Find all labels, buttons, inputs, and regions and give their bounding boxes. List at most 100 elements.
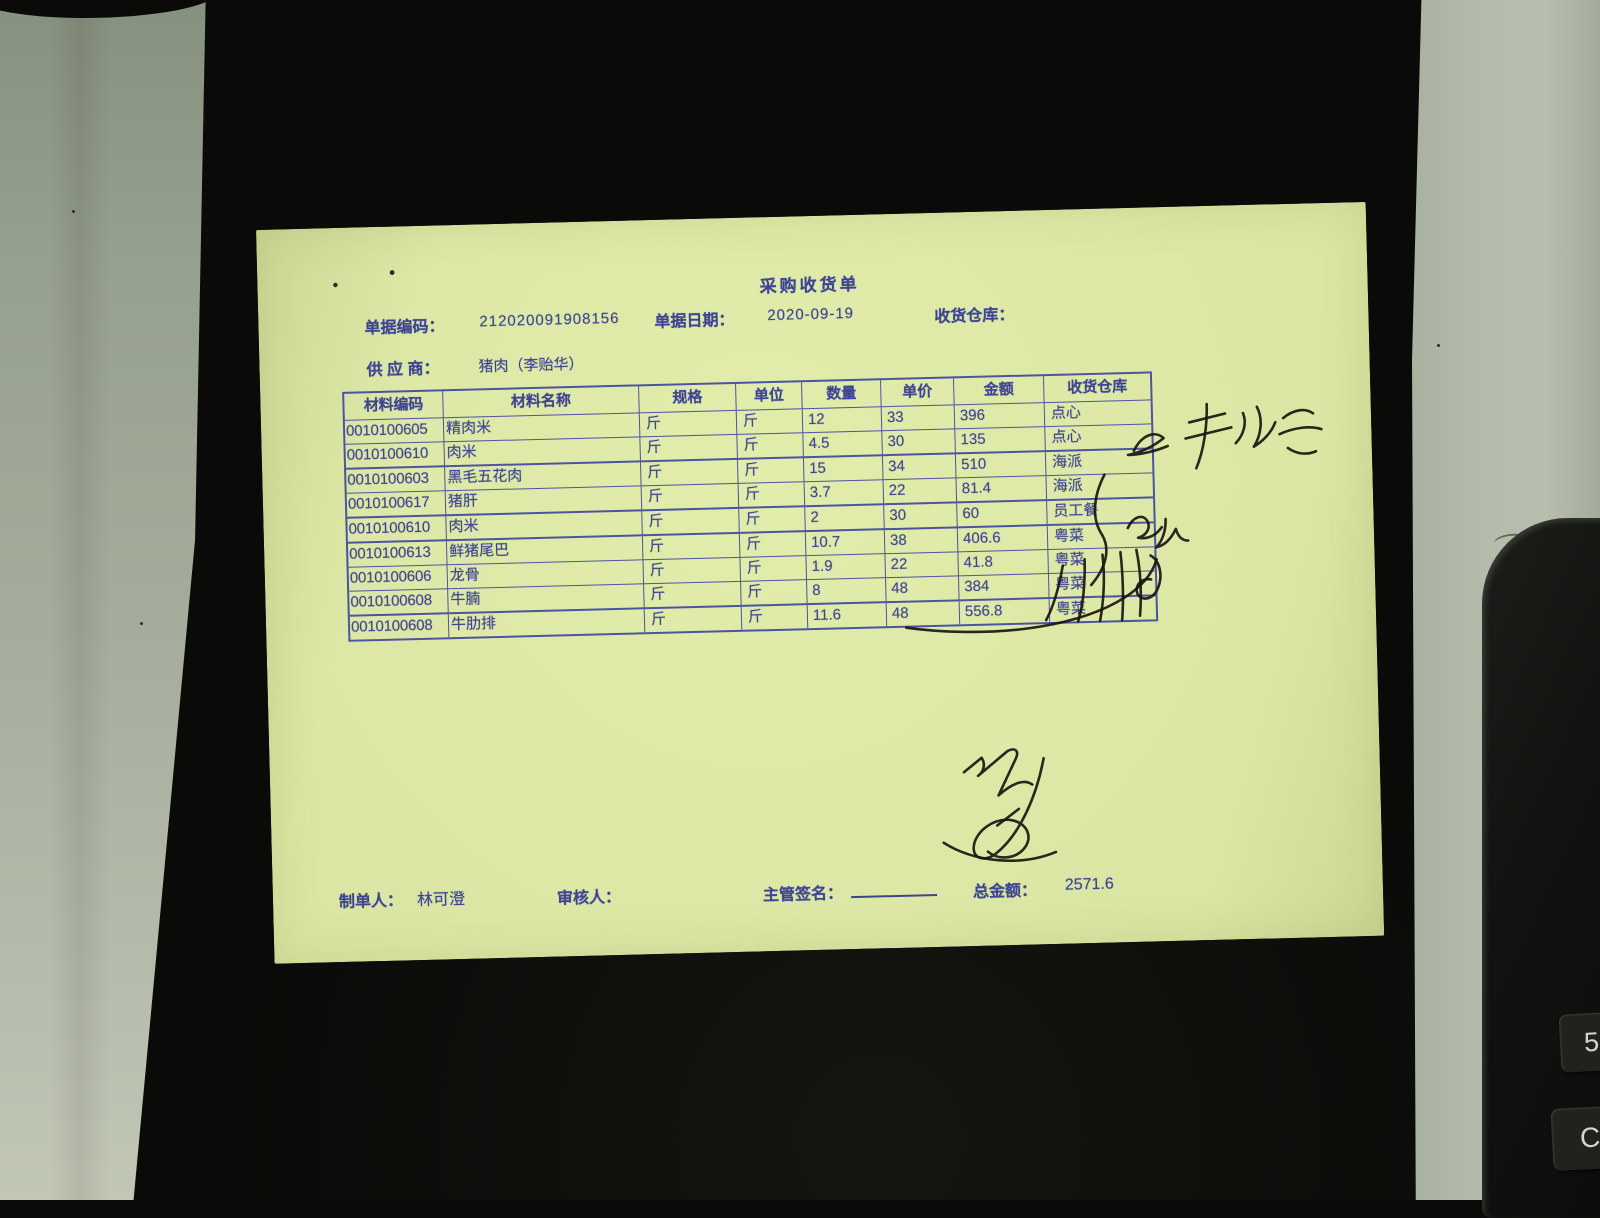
dust-speck <box>1482 790 1485 793</box>
table-cell: 33 <box>881 405 956 432</box>
handwritten-signature-main <box>942 748 1058 862</box>
table-cell: 斤 <box>741 605 809 630</box>
table-cell: 点心 <box>1045 424 1152 453</box>
table-cell: 斤 <box>643 557 742 585</box>
table-cell: 384 <box>958 574 1050 602</box>
table-cell: 81.4 <box>956 476 1048 504</box>
receipt-title: 采购收货单 <box>759 274 860 297</box>
table-cell: 斤 <box>642 508 740 537</box>
table-cell: 34 <box>882 454 957 481</box>
table-header-cell: 材料编码 <box>344 391 444 421</box>
table-cell: 斤 <box>644 606 743 633</box>
table-cell: 斤 <box>738 482 806 509</box>
table-cell: 38 <box>884 528 959 555</box>
table-cell: 斤 <box>741 580 808 607</box>
table-header-cell: 数量 <box>802 380 882 410</box>
table-cell: 斤 <box>737 458 805 484</box>
table-cell: 48 <box>886 601 961 627</box>
table-cell: 斤 <box>740 556 808 582</box>
dust-speck <box>1437 344 1440 347</box>
table-cell: 0010100613 <box>347 541 448 568</box>
table-cell: 海派 <box>1046 473 1154 502</box>
table-surface-left <box>0 0 206 1200</box>
table-cell: 斤 <box>739 507 806 534</box>
table-cell: 3.7 <box>804 480 885 508</box>
table-cell: 斤 <box>641 459 739 487</box>
supplier-value: 猪肉（李贻华） <box>478 355 584 376</box>
table-cell: 斤 <box>639 410 738 438</box>
table-cell: 点心 <box>1044 400 1152 428</box>
table-cell: 4.5 <box>803 431 883 459</box>
manager-signature-line <box>850 881 938 899</box>
table-cell: 30 <box>882 429 956 457</box>
table-header-cell: 收货仓库 <box>1043 373 1151 404</box>
total-label: 总金额： <box>972 882 1038 902</box>
doc-code-value: 212020091908156 <box>479 309 620 331</box>
table-header-cell: 单位 <box>736 382 803 411</box>
preparer-value: 林可澄 <box>416 890 466 910</box>
table-cell: 粤菜 <box>1055 600 1087 618</box>
table-cell: 22 <box>885 552 959 579</box>
calculator-key-5: 5 <box>1558 1009 1600 1073</box>
table-cell: 0010100610 <box>345 442 446 470</box>
table-cell: 斤 <box>641 483 740 512</box>
table-cell: 510 <box>955 452 1047 479</box>
table-cell: 135 <box>955 427 1046 455</box>
manager-signature-label: 主管签名： <box>762 885 844 905</box>
table-cell: 60 <box>957 501 1048 529</box>
manager-signature-field: 主管签名： <box>763 877 938 905</box>
table-cell: 0010100610 <box>347 516 447 544</box>
total-value: 2571.6 <box>1064 875 1114 894</box>
table-cell: 8 <box>807 578 887 606</box>
supplier-label: 供 应 商： <box>366 360 440 380</box>
table-cell: 0010100605 <box>344 418 445 445</box>
table-cell: 2 <box>805 505 885 533</box>
warehouse-label: 收货仓库： <box>934 306 1015 326</box>
table-cell: 员工餐 <box>1047 498 1154 527</box>
table-cell: 0010100608 <box>349 589 449 617</box>
table-cell: 0010100603 <box>346 467 446 494</box>
receipt-paper: 采购收货单 单据编码： 212020091908156 单据日期： 2020-0… <box>256 201 1385 964</box>
table-cell: 海派 <box>1045 449 1153 477</box>
table-cell: 斤 <box>736 409 804 435</box>
table-cell: 30 <box>884 503 958 531</box>
preparer-field: 制单人： 林可澄 <box>339 885 466 912</box>
table-cell: 0010100608 <box>349 614 450 640</box>
table-cell: 406.6 <box>957 526 1049 553</box>
table-cell: 粤菜 <box>1048 547 1155 575</box>
handwritten-note-top <box>1126 402 1323 470</box>
doc-date-label: 单据日期： <box>654 311 735 331</box>
table-cell: 396 <box>954 403 1046 430</box>
table-cell: 牛肋排 <box>448 609 646 638</box>
dust-speck <box>72 210 75 213</box>
calculator-key-c-label: C <box>1579 1121 1600 1154</box>
receipt-table: 材料编码 材料名称 规格 单位 数量 单价 金额 收货仓库 0010100605 精肉米斤斤 12 3… <box>342 371 1159 642</box>
calculator-key-5-label: 5 <box>1583 1026 1600 1057</box>
table-cell: 48 <box>886 576 960 604</box>
table-cell: 0010100617 <box>346 491 447 519</box>
table-cell: 粤菜 <box>1048 571 1156 600</box>
table-header-cell: 单价 <box>881 378 955 408</box>
table-cell: 11.6 <box>807 603 888 629</box>
dust-speck <box>140 622 143 625</box>
table-cell: 10.7 <box>805 530 886 557</box>
calculator-key-c: C <box>1550 1103 1600 1171</box>
table-cell: 斤 <box>739 532 807 558</box>
table-cell: 粤菜 <box>1047 523 1155 551</box>
table-cell: 斤 <box>644 581 742 610</box>
preparer-label: 制单人： <box>338 892 404 912</box>
table-header-cell: 金额 <box>953 376 1045 406</box>
auditor-label: 审核人： <box>556 888 622 908</box>
table-cell: 0010100606 <box>348 565 449 592</box>
table-header-cell: 规格 <box>639 383 737 414</box>
table-cell: 12 <box>802 407 883 434</box>
surface-shading <box>50 0 110 1200</box>
table-cell: 22 <box>883 478 958 506</box>
table-cell: 15 <box>803 456 884 483</box>
table-cell: 斤 <box>642 533 741 561</box>
doc-date-value: 2020-09-19 <box>767 304 855 325</box>
table-cell: 斤 <box>737 433 804 460</box>
table-cell: 1.9 <box>806 554 887 581</box>
calculator-corner <box>1482 518 1600 1218</box>
